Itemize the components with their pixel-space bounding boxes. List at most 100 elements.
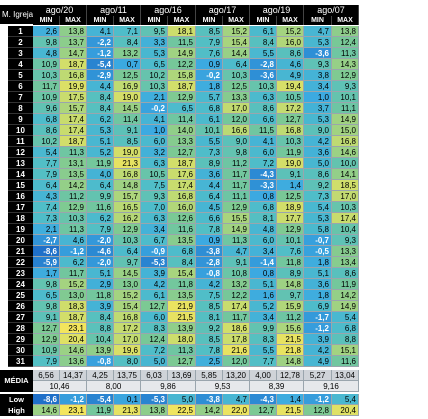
data-cell[interactable]: 17,4 (223, 301, 250, 312)
data-cell[interactable]: 3,4 (250, 246, 277, 257)
data-cell[interactable]: 14,2 (332, 290, 359, 301)
data-cell[interactable]: 3,4 (250, 312, 277, 323)
data-cell[interactable]: 4,2 (304, 136, 332, 147)
data-cell[interactable]: 11,9 (87, 158, 114, 169)
data-cell[interactable]: 11,6 (168, 224, 196, 235)
data-cell[interactable]: 9,0 (223, 136, 250, 147)
data-cell[interactable]: 18,9 (277, 202, 304, 213)
data-cell[interactable]: 21,6 (223, 345, 250, 356)
data-cell[interactable]: 8,6 (33, 125, 60, 136)
data-cell[interactable]: 11,8 (277, 257, 304, 268)
data-cell[interactable]: 19,0 (114, 147, 141, 158)
data-cell[interactable]: 12,9 (223, 202, 250, 213)
media-value[interactable]: 4,25 (87, 370, 114, 381)
data-cell[interactable]: -0,9 (141, 246, 168, 257)
data-cell[interactable]: 11,5 (168, 37, 196, 48)
data-cell[interactable]: 6,4 (33, 180, 60, 191)
data-cell[interactable]: 15,5 (223, 213, 250, 224)
data-cell[interactable]: 11,8 (168, 279, 196, 290)
data-cell[interactable]: -1,2 (87, 48, 114, 59)
data-cell[interactable]: 4,2 (196, 279, 223, 290)
data-cell[interactable]: 4,8 (33, 48, 60, 59)
data-cell[interactable]: 6,1 (250, 26, 277, 37)
data-cell[interactable]: 6,0 (250, 235, 277, 246)
data-cell[interactable]: 10,3 (277, 136, 304, 147)
data-cell[interactable]: 19,6 (114, 345, 141, 356)
media-value[interactable]: 13,69 (168, 370, 196, 381)
data-cell[interactable]: 14,3 (332, 59, 359, 70)
data-cell[interactable]: 6,5 (168, 103, 196, 114)
data-cell[interactable]: 9,2 (304, 180, 332, 191)
data-cell[interactable]: 3,6 (304, 147, 332, 158)
data-cell[interactable]: 15,2 (277, 26, 304, 37)
low-value[interactable]: -4,3 (250, 394, 277, 405)
data-cell[interactable]: 21,5 (168, 312, 196, 323)
data-cell[interactable]: 4,9 (277, 70, 304, 81)
data-cell[interactable]: 4,1 (250, 136, 277, 147)
data-cell[interactable]: 10,1 (277, 235, 304, 246)
data-cell[interactable]: 4,6 (60, 235, 87, 246)
data-cell[interactable]: 14,6 (332, 147, 359, 158)
data-cell[interactable]: 1,8 (304, 290, 332, 301)
data-cell[interactable]: -3,8 (196, 246, 223, 257)
data-cell[interactable]: 10,3 (332, 202, 359, 213)
data-cell[interactable]: 12,5 (114, 70, 141, 81)
data-cell[interactable]: 17,5 (60, 92, 87, 103)
data-cell[interactable]: 10,4 (332, 224, 359, 235)
data-cell[interactable]: 13,2 (114, 48, 141, 59)
high-value[interactable]: 13,8 (141, 405, 168, 416)
data-cell[interactable]: 1,0 (304, 92, 332, 103)
data-cell[interactable]: 16,6 (223, 125, 250, 136)
data-cell[interactable]: 8,3 (141, 323, 168, 334)
data-cell[interactable]: 2,9 (87, 279, 114, 290)
data-cell[interactable]: 8,9 (277, 268, 304, 279)
data-cell[interactable]: 8,9 (196, 158, 223, 169)
data-cell[interactable]: 18,6 (223, 323, 250, 334)
data-cell[interactable]: 17,7 (277, 213, 304, 224)
data-cell[interactable]: -5,4 (87, 59, 114, 70)
data-cell[interactable]: 9,5 (141, 26, 168, 37)
data-cell[interactable]: -5,3 (141, 257, 168, 268)
data-cell[interactable]: -0,7 (304, 235, 332, 246)
data-cell[interactable]: 19,0 (114, 92, 141, 103)
data-cell[interactable]: 10,9 (33, 345, 60, 356)
high-value[interactable]: 11,9 (87, 405, 114, 416)
data-cell[interactable]: 13,9 (168, 323, 196, 334)
data-cell[interactable]: 14,8 (277, 356, 304, 367)
data-cell[interactable]: 6,5 (33, 290, 60, 301)
media-value[interactable]: 14,37 (60, 370, 87, 381)
data-cell[interactable]: 6,4 (87, 180, 114, 191)
data-cell[interactable]: 8,8 (332, 334, 359, 345)
data-cell[interactable]: 10,9 (33, 92, 60, 103)
data-cell[interactable]: 10,0 (332, 158, 359, 169)
data-cell[interactable]: 3,9 (141, 268, 168, 279)
data-cell[interactable]: 7,9 (33, 356, 60, 367)
data-cell[interactable]: 2,6 (33, 26, 60, 37)
data-cell[interactable]: 12,4 (141, 334, 168, 345)
data-cell[interactable]: 5,4 (304, 202, 332, 213)
data-cell[interactable]: 21,3 (114, 158, 141, 169)
data-cell[interactable]: 4,2 (141, 279, 168, 290)
data-cell[interactable]: 10,5 (141, 169, 168, 180)
data-cell[interactable]: 5,8 (304, 224, 332, 235)
low-value[interactable]: 1,4 (277, 394, 304, 405)
data-cell[interactable]: 3,2 (141, 147, 168, 158)
high-value[interactable]: 23,1 (60, 405, 87, 416)
data-cell[interactable]: 15,2 (223, 26, 250, 37)
data-cell[interactable]: 9,3 (332, 81, 359, 92)
data-cell[interactable]: 16,0 (277, 37, 304, 48)
data-cell[interactable]: 14,9 (223, 224, 250, 235)
data-cell[interactable]: -2,0 (87, 235, 114, 246)
data-cell[interactable]: 16,0 (168, 202, 196, 213)
data-cell[interactable]: 10,2 (33, 136, 60, 147)
media-value[interactable]: 6,03 (141, 370, 168, 381)
data-cell[interactable]: 8,6 (250, 103, 277, 114)
data-cell[interactable]: 9,1 (114, 125, 141, 136)
media-value[interactable]: 4,00 (250, 370, 277, 381)
data-cell[interactable]: 17,6 (168, 169, 196, 180)
data-cell[interactable]: 4,7 (304, 26, 332, 37)
data-cell[interactable]: 4,1 (87, 26, 114, 37)
data-cell[interactable]: 3,6 (196, 169, 223, 180)
data-cell[interactable]: 17,8 (223, 334, 250, 345)
data-cell[interactable]: 5,4 (33, 147, 60, 158)
